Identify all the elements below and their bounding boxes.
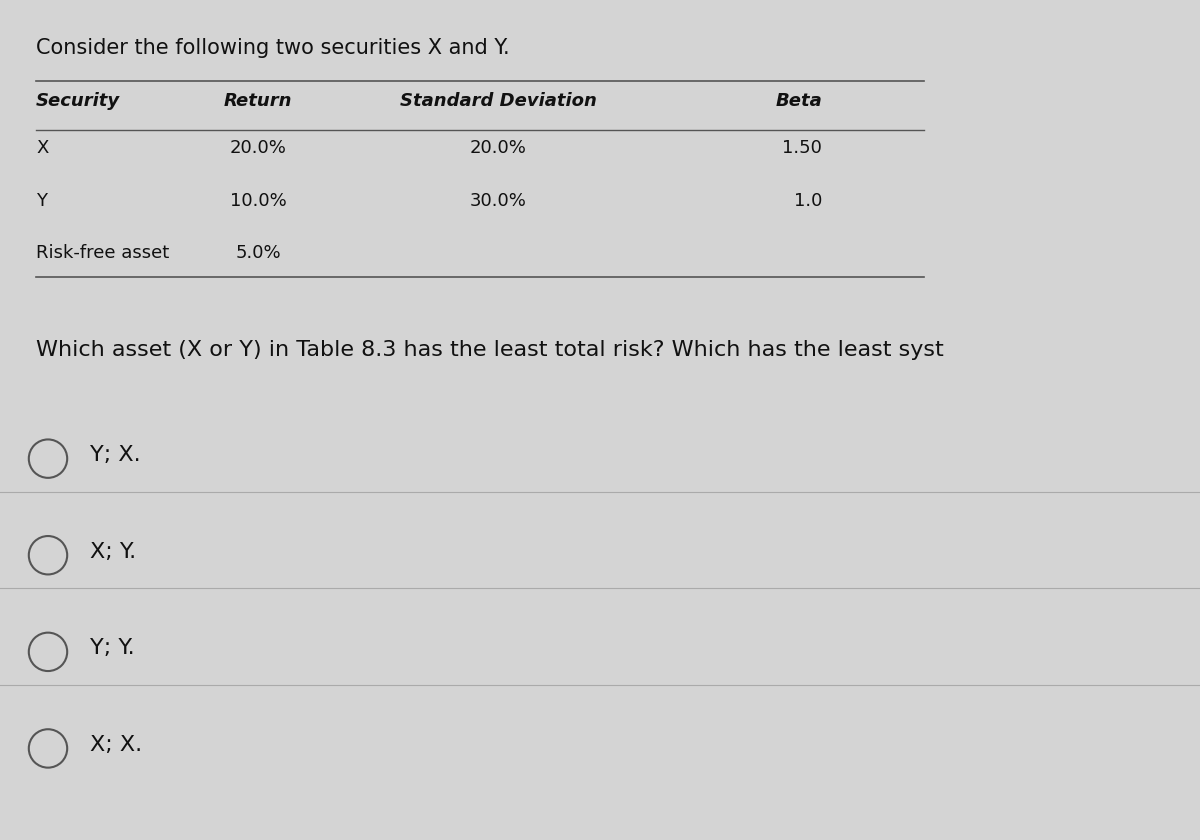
Text: X; Y.: X; Y. <box>90 542 136 562</box>
Text: Return: Return <box>223 92 293 110</box>
Text: 20.0%: 20.0% <box>469 139 527 156</box>
Text: Security: Security <box>36 92 120 110</box>
Text: 1.50: 1.50 <box>782 139 822 156</box>
Text: 10.0%: 10.0% <box>229 192 287 209</box>
Text: Standard Deviation: Standard Deviation <box>400 92 596 110</box>
Text: Y; X.: Y; X. <box>90 445 140 465</box>
Text: 5.0%: 5.0% <box>235 244 281 262</box>
Text: Beta: Beta <box>775 92 822 110</box>
Text: 1.0: 1.0 <box>793 192 822 209</box>
Text: Y; Y.: Y; Y. <box>90 638 134 659</box>
Text: Consider the following two securities X and Y.: Consider the following two securities X … <box>36 38 510 58</box>
Text: X; X.: X; X. <box>90 735 142 755</box>
Text: X: X <box>36 139 48 156</box>
Text: Which asset (X or Y) in Table 8.3 has the least total risk? Which has the least : Which asset (X or Y) in Table 8.3 has th… <box>36 340 943 360</box>
Text: Y: Y <box>36 192 47 209</box>
Text: Risk-free asset: Risk-free asset <box>36 244 169 262</box>
Text: 20.0%: 20.0% <box>229 139 287 156</box>
Text: 30.0%: 30.0% <box>469 192 527 209</box>
